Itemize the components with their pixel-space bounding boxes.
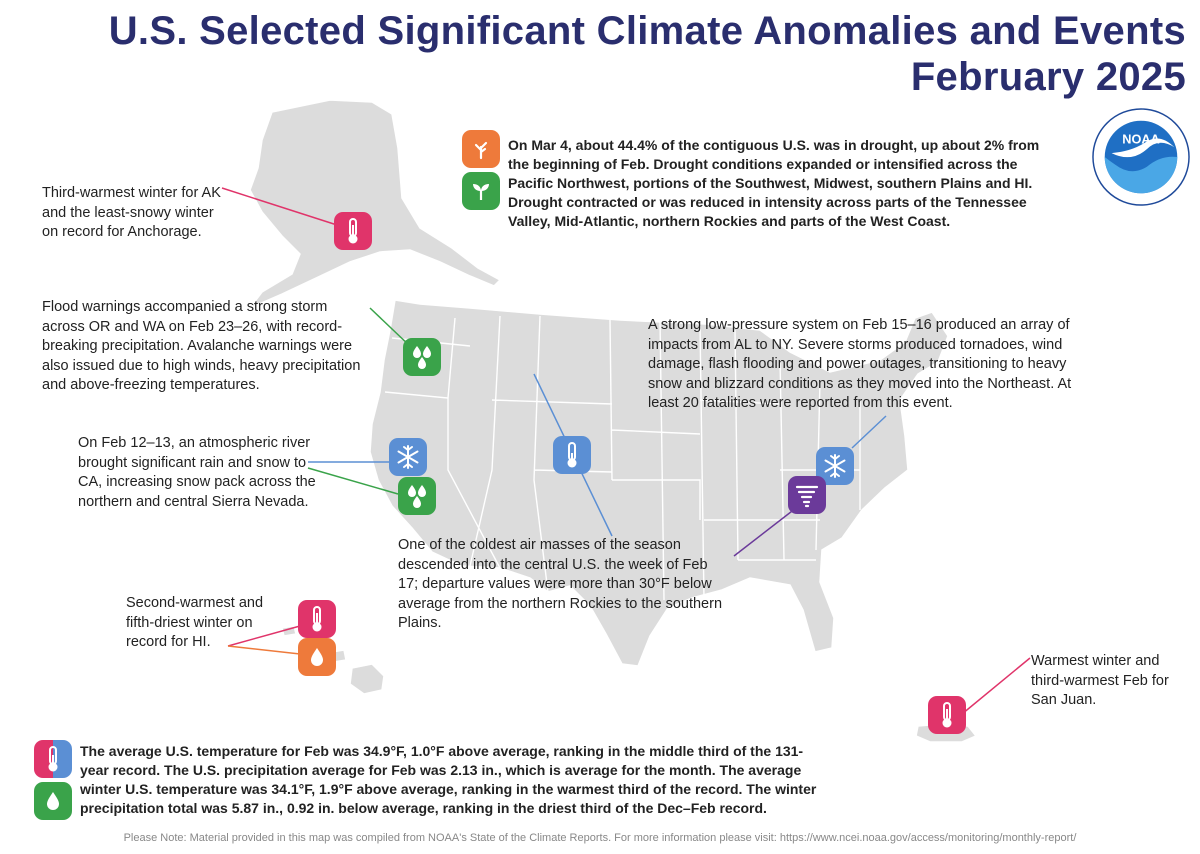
hawaii-note: Second-warmest and fifth-driest winter o… [126, 595, 264, 650]
alaska-shape [247, 99, 502, 310]
hawaii-big-island [349, 663, 385, 695]
storm-note: A strong low-pressure system on Feb 15–1… [648, 317, 1072, 411]
atmospheric-river-note: On Feb 12–13, an atmospheric river broug… [78, 435, 316, 510]
alaska-thermometer-icon [334, 212, 372, 250]
footnote: Please Note: Material provided in this m… [123, 832, 1077, 844]
hawaii-thermometer-icon [298, 600, 336, 638]
map-subtitle: February 2025 [910, 55, 1186, 99]
san-juan-note: Warmest winter and third-warmest Feb for… [1031, 653, 1169, 708]
national-summary-note: The average U.S. temperature for Feb was… [80, 743, 817, 816]
flood-note: Flood warnings accompanied a strong stor… [42, 299, 361, 393]
cold-thermometer-icon [553, 436, 591, 474]
summary-precipitation-icon [34, 782, 72, 820]
hawaii-drought-drop-icon [298, 638, 336, 676]
tornado-icon [788, 476, 826, 514]
drought-improvement-icon [462, 172, 500, 210]
map-title: U.S. Selected Significant Climate Anomal… [108, 9, 1186, 53]
river-rain-icon [398, 477, 436, 515]
cold-air-note: One of the coldest air masses of the sea… [398, 537, 723, 631]
noaa-logo-text: NOAA [1122, 131, 1160, 146]
drought-icon [462, 130, 500, 168]
drought-note: On Mar 4, about 44.4% of the contiguous … [508, 137, 1040, 229]
river-snowflake-icon [389, 438, 427, 476]
contiguous-us-shape [369, 299, 949, 667]
flood-rain-icon [403, 338, 441, 376]
noaa-logo: NOAA [1092, 108, 1190, 206]
san-juan-thermometer-icon [928, 696, 966, 734]
summary-temperature-icon [34, 740, 72, 778]
alaska-note: Third-warmest winter for AK and the leas… [42, 185, 221, 240]
